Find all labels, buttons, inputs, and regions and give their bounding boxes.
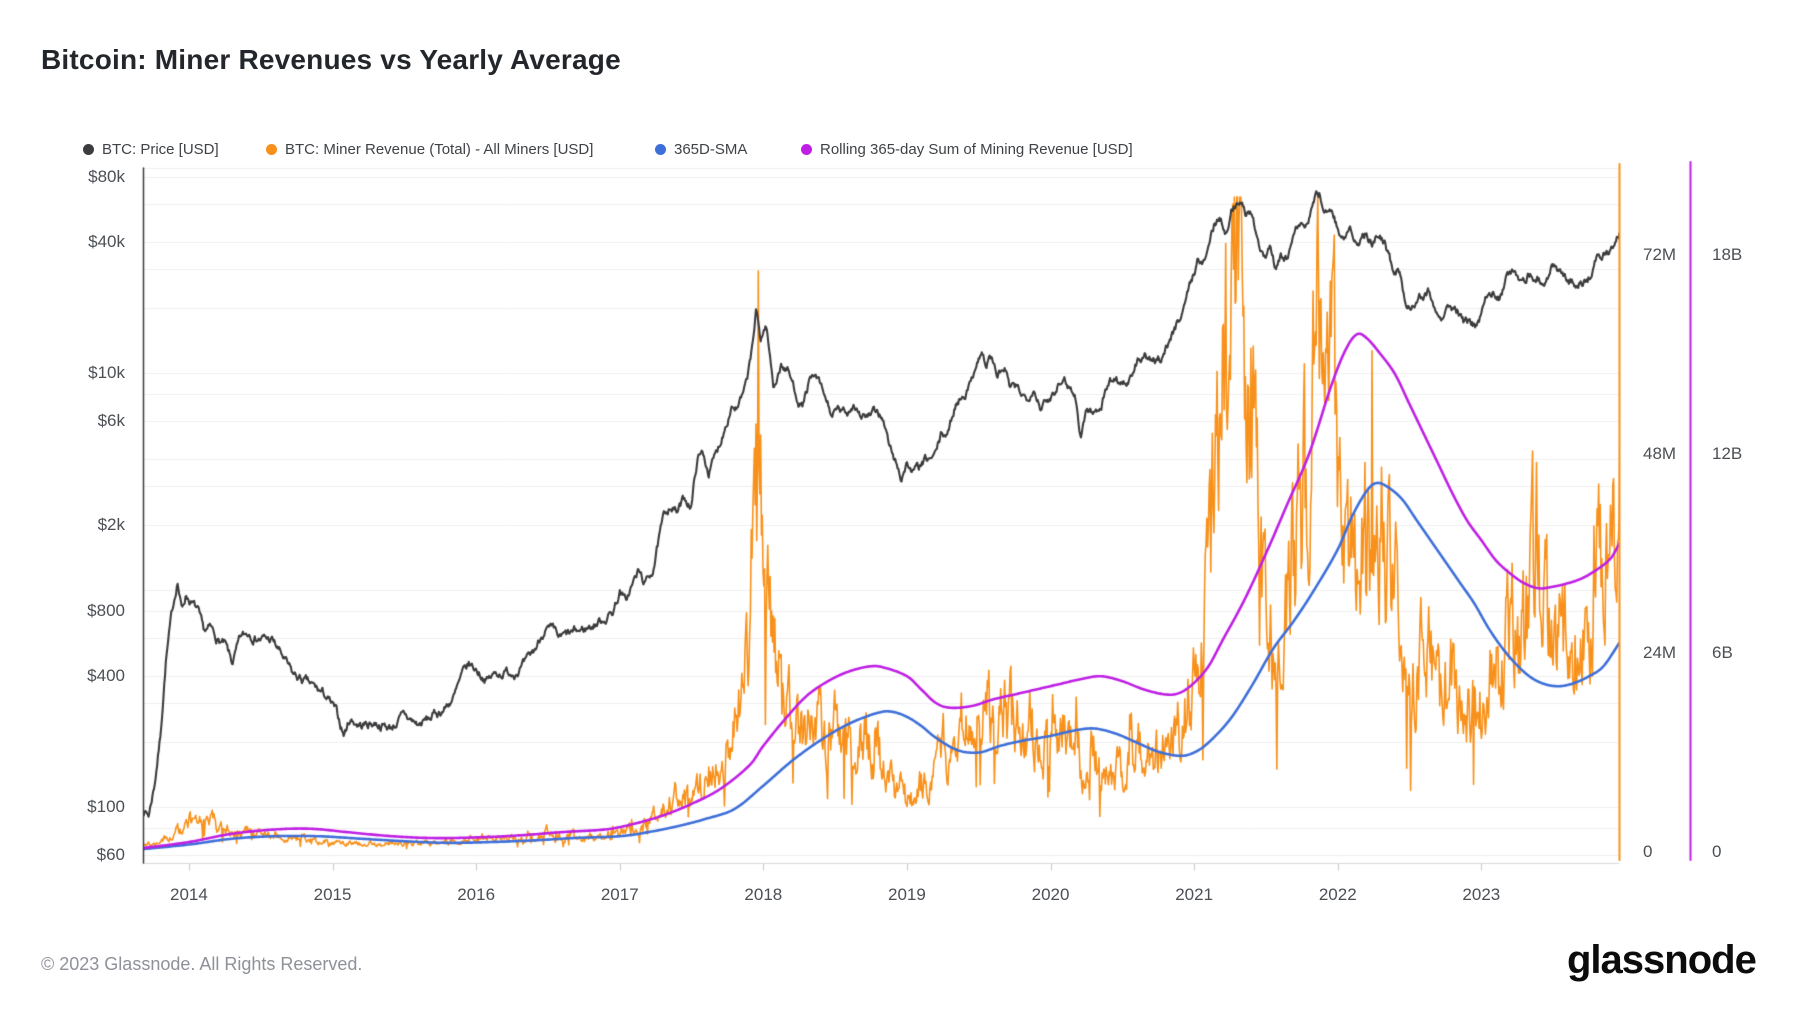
x-axis-year-label: 2021	[1175, 885, 1214, 904]
sma-legend-dot-icon	[655, 144, 666, 155]
left-axis-tick-label: $60	[96, 845, 125, 865]
left-axis-tick-label: $10k	[88, 362, 125, 382]
x-axis-year-label: 2016	[457, 885, 496, 904]
legend-label: BTC: Price [USD]	[102, 141, 219, 158]
copyright-text: © 2023 Glassnode. All Rights Reserved.	[41, 954, 363, 974]
right-axis-millions-tick-label: 48M	[1643, 444, 1677, 463]
x-axis-year-label: 2023	[1462, 885, 1501, 904]
x-axis-year-label: 2020	[1031, 885, 1070, 904]
legend-label: 365D-SMA	[674, 141, 748, 158]
x-axis-year-label: 2017	[600, 885, 639, 904]
left-axis-tick-label: $800	[87, 601, 125, 620]
price-legend-dot-icon	[83, 144, 94, 155]
legend-label: BTC: Miner Revenue (Total) - All Miners …	[285, 141, 594, 158]
right-axis-millions-tick-label: 72M	[1643, 245, 1677, 264]
legend-item-price[interactable]: BTC: Price [USD]	[83, 141, 219, 158]
x-axis-year-label: 2014	[170, 885, 208, 904]
legend-item-rolling-sum[interactable]: Rolling 365-day Sum of Mining Revenue [U…	[801, 141, 1133, 158]
right-axis-billions-tick-label: 12B	[1712, 444, 1743, 463]
legend-item-miner-revenue[interactable]: BTC: Miner Revenue (Total) - All Miners …	[266, 141, 593, 158]
right-axis-billions-tick-label: 6B	[1712, 643, 1733, 662]
x-axis-year-label: 2018	[744, 885, 783, 904]
right-axis-millions-tick-label: 24M	[1643, 643, 1677, 662]
left-axis-tick-label: $40k	[88, 232, 125, 252]
page-title: Bitcoin: Miner Revenues vs Yearly Averag…	[41, 44, 621, 75]
left-axis-tick-label: $80k	[88, 167, 125, 186]
miner-revenue-legend-dot-icon	[266, 144, 277, 155]
x-axis-year-label: 2022	[1318, 885, 1357, 904]
legend-item-sma[interactable]: 365D-SMA	[655, 141, 747, 158]
glassnode-logo: glassnode	[1567, 938, 1757, 982]
left-axis-tick-label: $6k	[97, 411, 125, 431]
left-axis-tick-label: $400	[87, 666, 125, 686]
left-axis-tick-label: $2k	[97, 514, 125, 534]
left-axis-tick-label: $100	[87, 796, 125, 816]
right-axis-billions-tick-label: 0	[1712, 842, 1722, 861]
right-axis-millions-tick-label: 0	[1643, 842, 1653, 861]
x-axis-year-label: 2015	[313, 885, 352, 904]
right-axis-billions-tick-label: 18B	[1712, 245, 1743, 264]
rolling-sum-legend-dot-icon	[801, 144, 812, 155]
legend-label: Rolling 365-day Sum of Mining Revenue [U…	[820, 141, 1133, 158]
x-axis-year-label: 2019	[888, 885, 926, 904]
